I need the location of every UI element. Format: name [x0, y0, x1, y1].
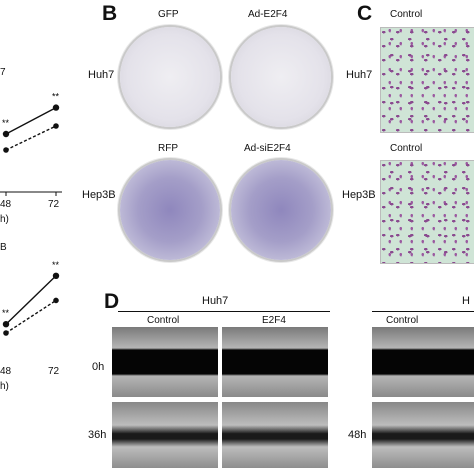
colony-dish-gfp: [120, 27, 220, 127]
chart1-point-0-1: [52, 104, 60, 111]
panel-d-row-48h: 48h: [348, 429, 367, 441]
wound-image-huh7-e2f4-0h: [222, 327, 328, 397]
panel-b-col-gfp: GFP: [158, 9, 179, 20]
chart2-xunit: h): [0, 381, 9, 392]
colony-dish-rfp: [120, 160, 220, 260]
panel-d-group2-fragment: H: [462, 295, 470, 307]
panel-c-row-huh7: Huh7: [346, 69, 373, 81]
chart1-cell-label: 7: [0, 67, 6, 78]
wound-image-huh7-control-36h: [112, 402, 218, 468]
chart2-significance-0: **: [2, 308, 10, 318]
chart2-point-0-0: [3, 330, 9, 336]
colony-dish-ad-e2f4: [231, 27, 331, 127]
chart2-point-0-1: [53, 297, 59, 304]
panel-c-col-control-2: Control: [390, 143, 423, 154]
chart1-series-line-0: [5, 106, 57, 135]
panel-b-letter: B: [102, 2, 118, 25]
chart2-series-line-1: [5, 275, 57, 325]
transwell-image-hep3b: [380, 160, 474, 264]
chart1-point-0-0: [2, 130, 10, 138]
chart2-point-1-0: [2, 321, 10, 328]
chart1-plot: ** **: [0, 92, 62, 196]
chart2-plot: ** **: [2, 260, 60, 336]
panel-b-row-hep3b: Hep3B: [82, 189, 116, 201]
panel-b-col-rfp: RFP: [158, 143, 178, 154]
wound-image-group2-control-0h: [372, 327, 474, 397]
chart2-xtick-72: 72: [48, 366, 60, 377]
chart1-xunit: h): [0, 214, 9, 225]
panel-d-row-0h: 0h: [92, 361, 105, 373]
wound-image-huh7-e2f4-36h: [222, 402, 328, 468]
chart2-significance-1: **: [52, 260, 60, 270]
panel-b-col-ad-e2f4: Ad-E2F4: [248, 9, 288, 20]
panel-d-group2-line: [372, 311, 474, 312]
wound-image-group2-control-48h: [372, 402, 474, 468]
panel-d-col-control-2: Control: [386, 315, 419, 326]
transwell-image-huh7: [380, 27, 474, 133]
colony-dish-ad-sie2f4: [231, 160, 331, 260]
panel-c-row-hep3b: Hep3B: [342, 189, 376, 201]
panel-c-col-control-1: Control: [390, 9, 423, 20]
chart2-xtick-48: 48: [0, 366, 12, 377]
panel-d-group-huh7: Huh7: [202, 295, 229, 307]
chart1-significance-1: **: [52, 92, 60, 102]
panel-d-group-huh7-line: [118, 311, 330, 312]
chart1-point-1-1: [53, 123, 59, 129]
panel-d-row-36h: 36h: [88, 429, 107, 441]
chart1-xtick-48: 48: [0, 199, 12, 210]
wound-image-huh7-control-0h: [112, 327, 218, 397]
chart1-significance-0: **: [2, 118, 10, 128]
panel-d-col-control: Control: [147, 315, 180, 326]
panel-d-letter: D: [104, 290, 120, 313]
panel-d-col-e2f4: E2F4: [262, 315, 286, 326]
panel-b-row-huh7: Huh7: [88, 69, 115, 81]
chart2-point-1-1: [52, 272, 60, 279]
chart1-point-1-0: [3, 147, 9, 153]
panel-b-col-ad-sie2f4: Ad-siE2F4: [244, 143, 291, 154]
chart1-xtick-72: 72: [48, 199, 60, 210]
chart2-cell-label: B: [0, 242, 7, 253]
panel-c-letter: C: [357, 2, 373, 25]
chart1-series-line-1: [5, 125, 57, 151]
